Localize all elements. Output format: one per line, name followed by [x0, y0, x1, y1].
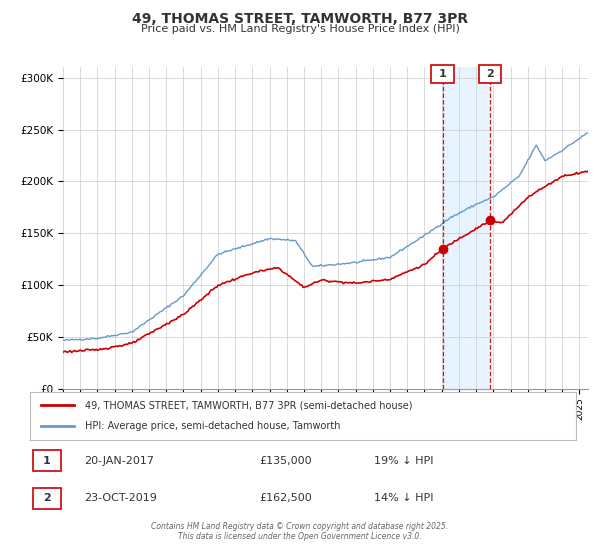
Text: £162,500: £162,500	[259, 493, 312, 503]
Text: Price paid vs. HM Land Registry's House Price Index (HPI): Price paid vs. HM Land Registry's House …	[140, 24, 460, 34]
Text: 49, THOMAS STREET, TAMWORTH, B77 3PR (semi-detached house): 49, THOMAS STREET, TAMWORTH, B77 3PR (se…	[85, 400, 412, 410]
Text: 20-JAN-2017: 20-JAN-2017	[85, 455, 155, 465]
Text: 2: 2	[486, 69, 494, 79]
Text: HPI: Average price, semi-detached house, Tamworth: HPI: Average price, semi-detached house,…	[85, 421, 340, 431]
Text: 23-OCT-2019: 23-OCT-2019	[85, 493, 157, 503]
Text: 2: 2	[43, 493, 51, 503]
FancyBboxPatch shape	[33, 450, 61, 471]
Text: 1: 1	[439, 69, 446, 79]
FancyBboxPatch shape	[33, 488, 61, 509]
Text: 14% ↓ HPI: 14% ↓ HPI	[374, 493, 433, 503]
Text: £135,000: £135,000	[259, 455, 312, 465]
Text: 19% ↓ HPI: 19% ↓ HPI	[374, 455, 433, 465]
Text: Contains HM Land Registry data © Crown copyright and database right 2025.
This d: Contains HM Land Registry data © Crown c…	[151, 522, 449, 542]
Text: 1: 1	[43, 455, 51, 465]
Text: 49, THOMAS STREET, TAMWORTH, B77 3PR: 49, THOMAS STREET, TAMWORTH, B77 3PR	[132, 12, 468, 26]
Bar	[443, 67, 490, 389]
